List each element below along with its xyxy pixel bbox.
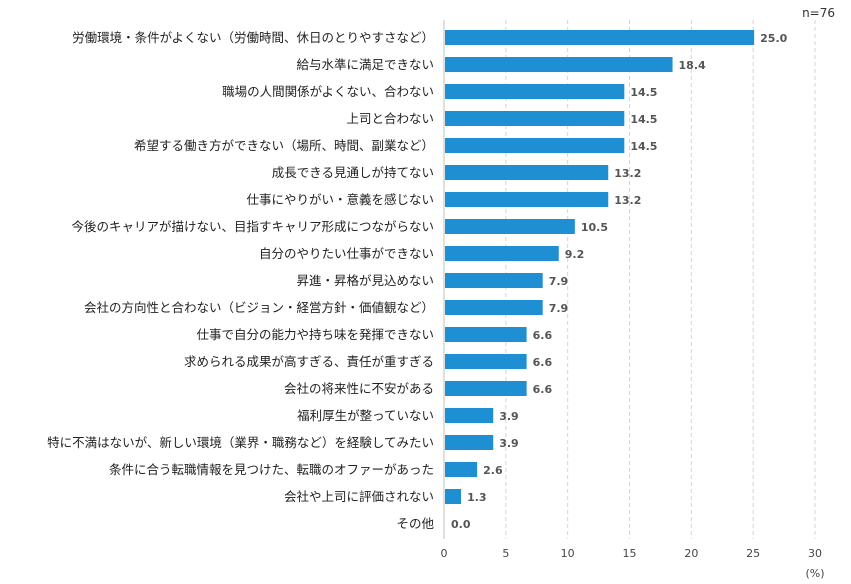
bar: [445, 111, 625, 126]
category-label: 自分のやりたい仕事ができない: [259, 246, 434, 261]
value-label: 0.0: [451, 518, 471, 531]
x-tick-label: 25: [746, 547, 760, 560]
category-label: 成長できる見通しが持てない: [272, 165, 434, 180]
bar: [445, 462, 478, 477]
value-label: 3.9: [499, 410, 518, 423]
category-label: 福利厚生が整っていない: [297, 408, 434, 423]
value-label: 9.2: [565, 248, 585, 261]
category-label: 条件に合う転職情報を見つけた、転職のオファーがあった: [109, 462, 434, 477]
bar: [445, 84, 625, 99]
x-tick-label: 0: [441, 547, 448, 560]
category-label: 給与水準に満足できない: [296, 57, 434, 72]
category-label: 仕事にやりがい・意義を感じない: [246, 192, 434, 207]
value-label: 6.6: [533, 356, 553, 369]
category-label: 今後のキャリアが描けない、目指すキャリア形成につながらない: [71, 219, 434, 234]
category-label: 求められる成果が高すぎる、責任が重すぎる: [184, 354, 434, 369]
bar: [445, 246, 559, 261]
value-label: 10.5: [581, 221, 608, 234]
value-label: 2.6: [483, 464, 503, 477]
value-label: 14.5: [630, 113, 657, 126]
bar: [445, 435, 494, 450]
category-label: 上司と合わない: [346, 111, 434, 126]
value-label: 18.4: [679, 59, 706, 72]
bar: [445, 219, 575, 234]
value-label: 7.9: [549, 275, 569, 288]
value-label: 6.6: [533, 329, 553, 342]
value-label: 13.2: [614, 167, 641, 180]
value-label: 13.2: [614, 194, 641, 207]
x-tick-label: 5: [502, 547, 509, 560]
value-label: 6.6: [533, 383, 553, 396]
value-label: 3.9: [499, 437, 518, 450]
bar: [445, 354, 527, 369]
x-tick-label: 20: [684, 547, 698, 560]
category-label: 希望する働き方ができない（場所、時間、副業など）: [134, 138, 434, 153]
value-label: 7.9: [549, 302, 569, 315]
bar: [445, 30, 755, 45]
bar: [445, 192, 609, 207]
value-label: 14.5: [630, 140, 657, 153]
x-tick-label: 30: [808, 547, 822, 560]
x-axis-unit-label: (%): [805, 567, 824, 580]
bar: [445, 165, 609, 180]
category-label: 昇進・昇格が見込めない: [296, 273, 434, 288]
value-label: 1.3: [467, 491, 487, 504]
x-tick-label: 10: [561, 547, 575, 560]
bar: [445, 273, 543, 288]
label-layer: 労働環境・条件がよくない（労働時間、休日のとりやすさなど） 25.0 給与水準に満足…: [47, 30, 788, 531]
bar: [445, 327, 527, 342]
category-label: その他: [396, 516, 434, 531]
axis-layer: 0 5 10 15 20 25 30 (%): [441, 20, 825, 580]
value-label: 14.5: [630, 86, 657, 99]
category-label: 会社や上司に評価されない: [284, 489, 434, 504]
category-label: 会社の方向性と合わない（ビジョン・経営方針・価値観など）: [84, 300, 434, 315]
category-label: 会社の将来性に不安がある: [284, 381, 434, 396]
category-label: 特に不満はないが、新しい環境（業界・職務など）を経験してみたい: [47, 435, 434, 450]
category-label: 職場の人間関係がよくない、合わない: [222, 84, 434, 99]
bar: [445, 408, 494, 423]
bar: [445, 57, 673, 72]
bar: [445, 381, 527, 396]
bar: [445, 138, 625, 153]
category-label: 仕事で自分の能力や持ち味を発揮できない: [196, 327, 434, 342]
x-tick-label: 15: [623, 547, 637, 560]
bar: [445, 300, 543, 315]
bar: [445, 489, 462, 504]
bar-layer: [445, 30, 755, 504]
category-label: 労働環境・条件がよくない（労働時間、休日のとりやすさなど）: [72, 30, 434, 45]
value-label: 25.0: [760, 32, 787, 45]
sample-size-note: n=76: [802, 6, 835, 20]
